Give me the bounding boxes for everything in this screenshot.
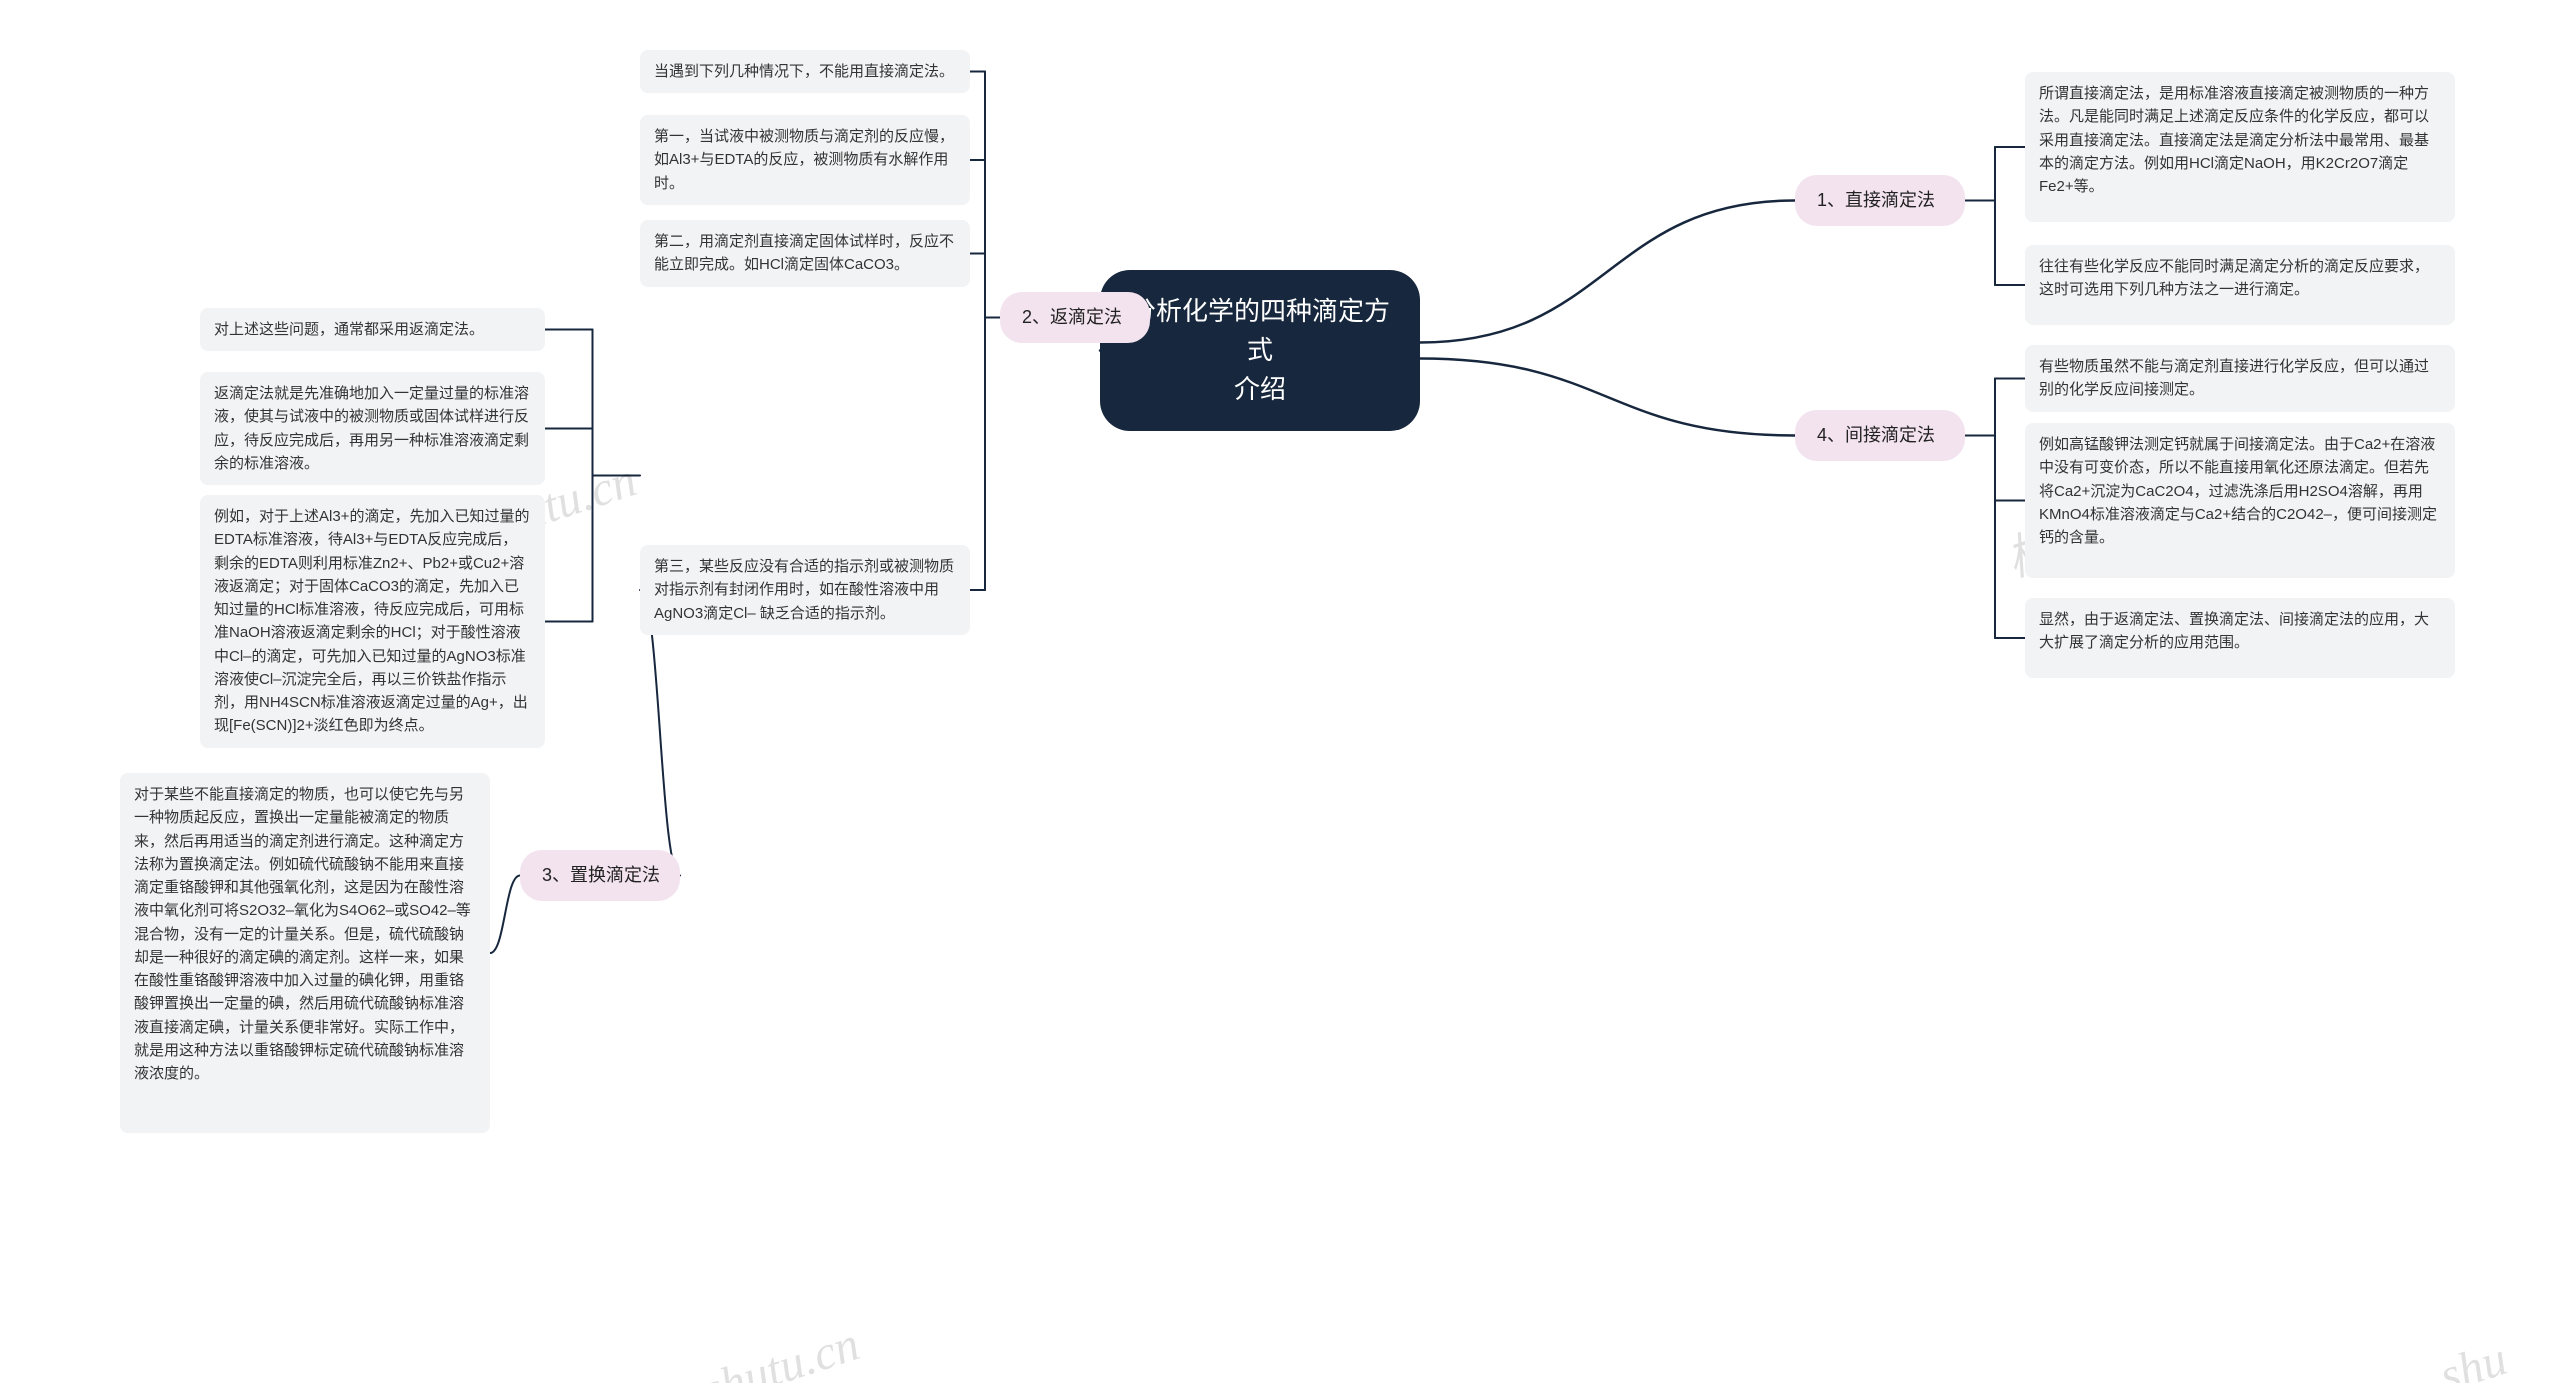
root-node[interactable]: 分析化学的四种滴定方式 介绍 [1100,270,1420,431]
branch-back-titration[interactable]: 2、返滴定法 [1000,292,1150,343]
root-line1: 分析化学的四种滴定方式 [1130,292,1390,370]
leaf-displacement-def[interactable]: 对于某些不能直接滴定的物质，也可以使它先与另一种物质起反应，置换出一定量能被滴定… [120,773,490,1133]
leaf-indirect-conclusion[interactable]: 显然，由于返滴定法、置换滴定法、间接滴定法的应用，大大扩展了滴定分析的应用范围。 [2025,598,2455,678]
leaf-direct-def[interactable]: 所谓直接滴定法，是用标准溶液直接滴定被测物质的一种方法。凡是能同时满足上述滴定反… [2025,72,2455,222]
leaf-indirect-example[interactable]: 例如高锰酸钾法测定钙就属于间接滴定法。由于Ca2+在溶液中没有可变价态，所以不能… [2025,423,2455,578]
leaf-back-cond-2[interactable]: 第二，用滴定剂直接滴定固体试样时，反应不能立即完成。如HCl滴定固体CaCO3。 [640,220,970,287]
leaf-direct-limitation[interactable]: 往往有些化学反应不能同时满足滴定分析的滴定反应要求，这时可选用下列几种方法之一进… [2025,245,2455,325]
leaf-back-solution-intro[interactable]: 对上述这些问题，通常都采用返滴定法。 [200,308,545,351]
branch-indirect-titration[interactable]: 4、间接滴定法 [1795,410,1965,461]
leaf-indirect-intro[interactable]: 有些物质虽然不能与滴定剂直接进行化学反应，但可以通过别的化学反应间接测定。 [2025,345,2455,412]
branch-direct-titration[interactable]: 1、直接滴定法 [1795,175,1965,226]
leaf-back-definition[interactable]: 返滴定法就是先准确地加入一定量过量的标准溶液，使其与试液中的被测物质或固体试样进… [200,372,545,485]
branch-displacement-titration[interactable]: 3、置换滴定法 [520,850,680,901]
leaf-back-cond-1[interactable]: 第一，当试液中被测物质与滴定剂的反应慢，如Al3+与EDTA的反应，被测物质有水… [640,115,970,205]
root-line2: 介绍 [1130,370,1390,409]
leaf-back-cond-intro[interactable]: 当遇到下列几种情况下，不能用直接滴定法。 [640,50,970,93]
leaf-back-examples[interactable]: 例如，对于上述Al3+的滴定，先加入已知过量的EDTA标准溶液，待Al3+与ED… [200,495,545,748]
watermark: shutu.cn [695,1316,865,1383]
watermark: shu [2433,1331,2513,1383]
leaf-back-cond-3[interactable]: 第三，某些反应没有合适的指示剂或被测物质对指示剂有封闭作用时，如在酸性溶液中用A… [640,545,970,635]
mindmap-canvas: 树图 shutu.cn 树图 shutu.cn shutu.cn shu 分析化… [0,0,2560,1383]
